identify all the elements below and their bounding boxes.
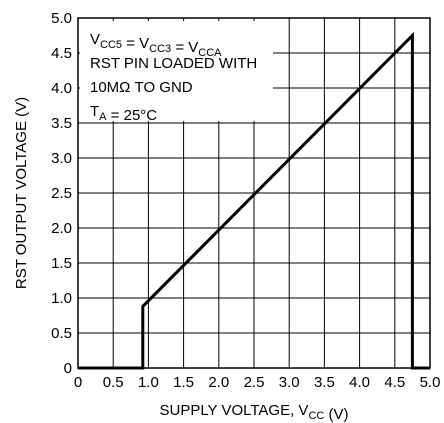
annotation-line-1: VCC5 = VCC3 = VCCA (90, 31, 222, 59)
annotation-line-2: RST PIN LOADED WITH (90, 55, 257, 72)
x-tick-label: 4.5 (384, 374, 405, 391)
x-tick-label: 2.5 (244, 374, 265, 391)
y-tick-label: 0 (64, 360, 72, 377)
x-tick-label: 4.0 (349, 374, 370, 391)
y-tick-label: 3.0 (51, 150, 72, 167)
y-tick-label: 3.5 (51, 115, 72, 132)
x-tick-label: 1.5 (173, 374, 194, 391)
y-tick-label: 2.5 (51, 185, 72, 202)
y-tick-label: 5.0 (51, 10, 72, 27)
x-tick-label: 5.0 (420, 374, 441, 391)
x-tick-label: 3.5 (314, 374, 335, 391)
y-tick-label: 4.5 (51, 45, 72, 62)
y-tick-label: 2.0 (51, 220, 72, 237)
x-tick-label: 0 (74, 374, 82, 391)
x-tick-label: 0.5 (103, 374, 124, 391)
y-tick-label: 1.0 (51, 290, 72, 307)
y-axis-title: RST OUTPUT VOLTAGE (V) (13, 97, 30, 289)
x-tick-label: 3.0 (279, 374, 300, 391)
plot-frame (77, 17, 431, 369)
y-tick-label: 1.5 (51, 255, 72, 272)
x-axis-title: SUPPLY VOLTAGE, VCC (V) (159, 402, 348, 423)
annotation-line-4: TA = 25°C (90, 103, 157, 124)
x-tick-labels: 0 0.5 1.0 1.5 2.0 2.5 3.0 3.5 4.0 4.5 5.0 (74, 374, 441, 391)
y-tick-label: 4.0 (51, 80, 72, 97)
annotation-background (80, 21, 273, 121)
x-tick-label: 2.0 (208, 374, 229, 391)
y-tick-label: 0.5 (51, 325, 72, 342)
y-tick-labels: 0 0.5 1.0 1.5 2.0 2.5 3.0 3.5 4.0 4.5 5.0 (51, 10, 72, 377)
annotation-line-3: 10MΩ TO GND (90, 79, 193, 96)
x-tick-label: 1.0 (138, 374, 159, 391)
